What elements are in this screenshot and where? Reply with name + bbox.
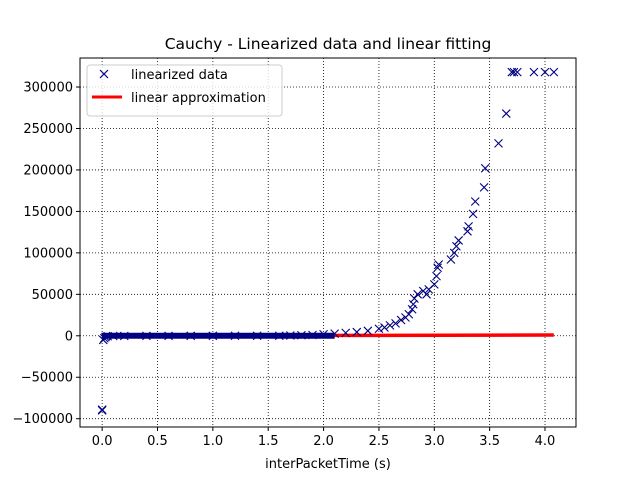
x-tick-label: 1.0 — [203, 434, 224, 449]
data-point — [429, 279, 439, 289]
data-point — [97, 406, 107, 415]
x-tick-label: 1.5 — [258, 434, 279, 449]
data-point — [494, 139, 503, 148]
data-point — [479, 182, 489, 192]
x-tick-label: 3.5 — [479, 434, 500, 449]
y-tick-label: −100000 — [12, 412, 73, 427]
data-point — [385, 321, 395, 330]
legend: linearized data linear approximation — [86, 64, 283, 117]
data-point — [97, 405, 107, 414]
chart-title: Cauchy - Linearized data and linear fitt… — [165, 35, 492, 53]
data-point — [119, 331, 129, 341]
data-point — [470, 197, 480, 206]
data-point — [319, 329, 328, 339]
x-axis-label: interPacketTime (s) — [265, 457, 391, 472]
legend-marker-x-icon — [99, 69, 109, 79]
data-point — [468, 209, 478, 219]
legend-label-fit: linear approximation — [131, 91, 266, 106]
data-point — [108, 331, 118, 341]
y-tick-label: −50000 — [21, 371, 73, 386]
y-tick-label: 0 — [65, 329, 73, 344]
data-point — [308, 330, 317, 340]
data-point — [434, 260, 444, 269]
x-tick-label: 0.0 — [92, 434, 113, 449]
data-point — [446, 255, 456, 264]
data-point — [230, 331, 240, 341]
y-tick-label: 300000 — [23, 81, 73, 96]
x-tick-label: 2.0 — [313, 434, 334, 449]
data-point — [409, 294, 419, 303]
x-tick-label: 0.5 — [147, 434, 168, 449]
y-tick-label: 100000 — [23, 246, 73, 261]
data-point — [433, 263, 442, 273]
data-point — [252, 331, 262, 341]
data-point — [352, 327, 362, 337]
legend-label-data: linearized data — [131, 68, 228, 83]
data-point — [529, 67, 539, 77]
data-point — [164, 331, 173, 341]
data-point — [363, 326, 373, 336]
x-tick-label: 3.0 — [424, 434, 445, 449]
data-point — [285, 331, 295, 340]
data-point — [341, 328, 351, 338]
data-point — [404, 309, 414, 319]
data-point — [512, 67, 522, 77]
data-point — [374, 324, 384, 334]
data-point — [142, 331, 151, 341]
data-point — [413, 289, 423, 299]
x-axis-ticks: 0.0 0.5 1.0 1.5 2.0 2.5 3.0 3.5 4.0 — [92, 427, 556, 449]
data-point — [449, 248, 459, 258]
data-point — [208, 331, 218, 341]
data-point — [452, 241, 461, 251]
y-axis-ticks: −100000 −50000 0 50000 100000 150000 200000 250… — [12, 81, 80, 427]
data-point — [501, 109, 511, 118]
data-point — [480, 163, 490, 173]
data-point — [380, 323, 389, 332]
data-point — [101, 332, 110, 342]
y-tick-label: 50000 — [32, 288, 73, 303]
data-point — [432, 271, 441, 281]
x-tick-label: 4.0 — [535, 434, 556, 449]
data-point — [330, 329, 340, 339]
data-point — [186, 331, 196, 341]
data-point — [540, 67, 550, 77]
data-point — [297, 330, 306, 340]
data-point — [549, 67, 559, 77]
data-point — [274, 331, 284, 341]
legend-box — [86, 64, 283, 117]
data-point — [422, 289, 431, 299]
data-point — [509, 67, 519, 77]
data-point — [464, 221, 473, 231]
data-point — [396, 315, 406, 325]
y-tick-label: 250000 — [23, 122, 73, 137]
data-point — [454, 236, 464, 245]
line-series — [102, 332, 554, 339]
x-tick-label: 2.5 — [369, 434, 390, 449]
plot-frame — [79, 57, 577, 428]
y-tick-label: 150000 — [23, 205, 73, 220]
scatter-series — [97, 67, 559, 415]
y-tick-label: 200000 — [23, 163, 73, 178]
data-point — [391, 318, 400, 328]
